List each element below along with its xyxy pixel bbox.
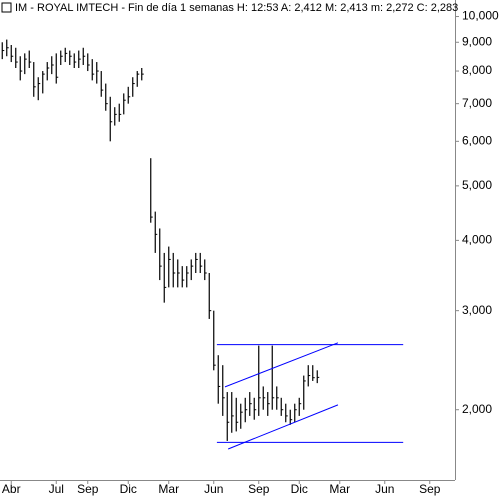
x-tick-label: Jun xyxy=(204,482,223,496)
y-tick-label: 2,000 xyxy=(462,402,492,416)
y-tick-label: 3,000 xyxy=(462,303,492,317)
x-tick-label: Mar xyxy=(329,482,350,496)
x-tick-label: Mar xyxy=(158,482,179,496)
x-tick-label: Jul xyxy=(49,482,64,496)
x-tick-label: Abr xyxy=(2,482,21,496)
x-tick-label: Sep xyxy=(419,482,441,496)
y-tick-label: 5,000 xyxy=(462,178,492,192)
title-icon xyxy=(1,2,12,13)
trend-line xyxy=(227,404,339,450)
y-tick-label: 6,000 xyxy=(462,133,492,147)
x-tick-label: Dic xyxy=(120,482,137,496)
y-tick-label: 7,000 xyxy=(462,96,492,110)
trend-line xyxy=(224,342,339,388)
y-tick-label: 10,000 xyxy=(462,9,499,23)
x-tick-label: Sep xyxy=(248,482,270,496)
x-tick-label: Dic xyxy=(291,482,308,496)
chart-title: IM - ROYAL IMTECH - Fin de día 1 semanas… xyxy=(15,2,458,14)
y-tick-label: 9,000 xyxy=(462,34,492,48)
y-tick-label: 8,000 xyxy=(462,63,492,77)
x-tick-label: Sep xyxy=(77,482,99,496)
y-tick-label: 4,000 xyxy=(462,233,492,247)
x-tick-label: Jun xyxy=(375,482,394,496)
